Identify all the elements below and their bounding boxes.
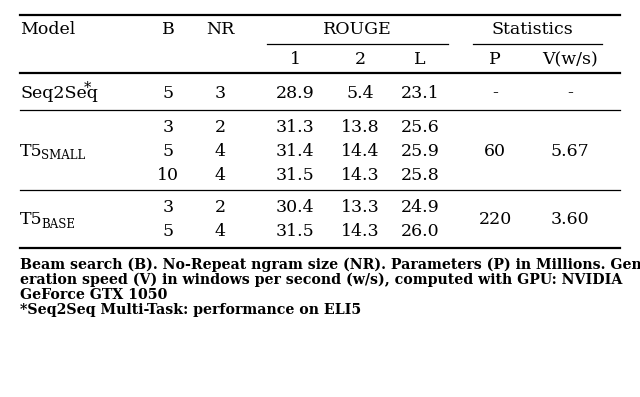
Text: 2: 2 [214,200,225,216]
Text: 10: 10 [157,166,179,183]
Text: ROUGE: ROUGE [323,21,392,39]
Text: 2: 2 [214,119,225,137]
Text: B: B [162,21,174,39]
Text: BASE: BASE [41,218,75,231]
Text: T5: T5 [20,143,43,160]
Text: 5: 5 [163,224,173,241]
Text: 3: 3 [214,85,225,102]
Text: 31.4: 31.4 [276,143,314,160]
Text: 25.8: 25.8 [401,166,440,183]
Text: 5.4: 5.4 [346,85,374,102]
Text: 23.1: 23.1 [401,85,440,102]
Text: Seq2Seq: Seq2Seq [20,85,98,102]
Text: 1: 1 [289,52,301,69]
Text: 31.3: 31.3 [276,119,314,137]
Text: 28.9: 28.9 [276,85,314,102]
Text: 4: 4 [214,143,225,160]
Text: 5.67: 5.67 [550,143,589,160]
Text: 25.9: 25.9 [401,143,440,160]
Text: 13.8: 13.8 [340,119,380,137]
Text: Statistics: Statistics [492,21,573,39]
Text: 26.0: 26.0 [401,224,439,241]
Text: 4: 4 [214,166,225,183]
Text: 3: 3 [163,119,173,137]
Text: 14.3: 14.3 [340,166,380,183]
Text: 60: 60 [484,143,506,160]
Text: -: - [567,85,573,102]
Text: T5: T5 [20,212,43,229]
Text: 5: 5 [163,143,173,160]
Text: 3: 3 [163,200,173,216]
Text: 24.9: 24.9 [401,200,440,216]
Text: 13.3: 13.3 [340,200,380,216]
Text: 4: 4 [214,224,225,241]
Text: 31.5: 31.5 [276,166,314,183]
Text: 30.4: 30.4 [276,200,314,216]
Text: 220: 220 [478,212,511,229]
Text: 31.5: 31.5 [276,224,314,241]
Text: 3.60: 3.60 [550,212,589,229]
Text: V(w/s): V(w/s) [542,52,598,69]
Text: P: P [489,52,501,69]
Text: eration speed (V) in windows per second (w/s), computed with GPU: NVIDIA: eration speed (V) in windows per second … [20,273,622,287]
Text: -: - [492,85,498,102]
Text: 2: 2 [355,52,365,69]
Text: NR: NR [206,21,234,39]
Text: 14.4: 14.4 [340,143,380,160]
Text: *Seq2Seq Multi-Task: performance on ELI5: *Seq2Seq Multi-Task: performance on ELI5 [20,303,361,317]
Text: 5: 5 [163,85,173,102]
Text: 25.6: 25.6 [401,119,440,137]
Text: L: L [414,52,426,69]
Text: SMALL: SMALL [41,149,85,162]
Text: Model: Model [20,21,76,39]
Text: *: * [84,81,92,95]
Text: Beam search (B). No-Repeat ngram size (NR). Parameters (P) in Millions. Gen-: Beam search (B). No-Repeat ngram size (N… [20,258,640,272]
Text: GeForce GTX 1050: GeForce GTX 1050 [20,288,168,302]
Text: 14.3: 14.3 [340,224,380,241]
